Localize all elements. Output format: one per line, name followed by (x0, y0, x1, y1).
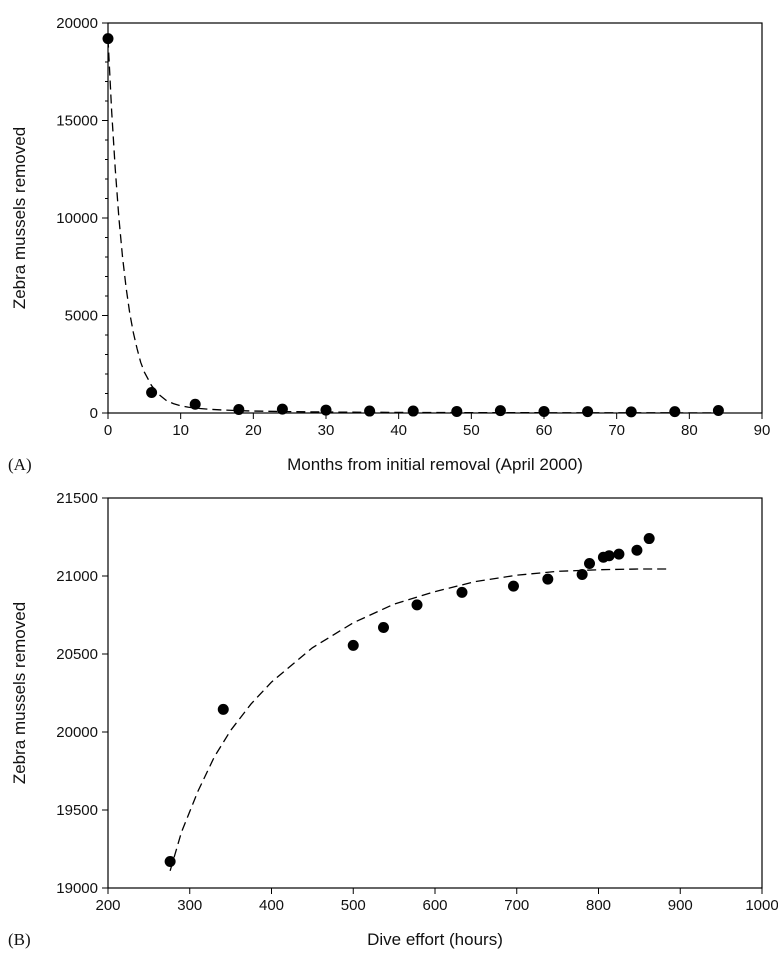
panel-b-data-point (217, 703, 229, 715)
panel-b-data-point (456, 586, 468, 598)
panel-b-y-tick-label: 20000 (56, 724, 98, 741)
panel-b-x-axis-label: Dive effort (hours) (367, 930, 503, 949)
panel-b-x-tick-label: 700 (504, 897, 529, 914)
panel-b-y-ticks: 19000 19500 20000 20500 21000 21500 (56, 490, 108, 897)
panel-a-x-tick-label: 80 (681, 422, 698, 439)
panel-b-x-tick-label: 600 (422, 897, 447, 914)
panel-a-x-tick-label: 10 (172, 422, 189, 439)
panel-a-data-point (364, 405, 376, 417)
panel-b-data-point (411, 599, 423, 611)
panel-a-label: (A) (8, 455, 32, 474)
panel-b-data-point (164, 855, 176, 867)
panel-a-plot-frame (107, 22, 763, 414)
panel-b-y-tick-label: 21000 (56, 568, 98, 585)
panel-a-x-tick-label: 50 (463, 422, 480, 439)
panel-a-y-tick-label: 5000 (65, 308, 98, 325)
panel-b-x-tick-label: 900 (668, 897, 693, 914)
panel-a-data-point (276, 403, 288, 415)
panel-a-fit-curve (107, 38, 719, 414)
panel-b: 200 300 400 500 600 700 800 900 1000 19000 19500 2… (8, 490, 778, 949)
panel-b-data-point (347, 639, 359, 651)
panel-a-data-point (407, 405, 419, 417)
panel-b-data-point (377, 621, 389, 633)
panel-b-x-tick-label: 200 (95, 897, 120, 914)
panel-a-data-point (320, 404, 332, 416)
panel-b-y-tick-label: 19500 (56, 802, 98, 819)
panel-a-x-tick-label: 40 (390, 422, 407, 439)
panel-b-x-tick-label: 500 (341, 897, 366, 914)
panel-a-data-point (669, 406, 681, 418)
panel-b-fit-curve (169, 568, 668, 872)
panel-a-x-tick-label: 30 (318, 422, 335, 439)
panel-a-data-point (494, 405, 506, 417)
panel-a-y-tick-label: 0 (90, 405, 98, 422)
panel-b-x-ticks: 200 300 400 500 600 700 800 900 1000 (95, 888, 778, 914)
panel-a-x-ticks: 0 10 20 30 40 50 60 70 80 90 (104, 413, 771, 439)
panel-a-data-point (582, 406, 594, 418)
panel-a-data-point (451, 405, 463, 417)
panel-b-x-tick-label: 800 (586, 897, 611, 914)
panel-a-y-tick-label: 15000 (56, 113, 98, 130)
panel-a-x-tick-label: 0 (104, 422, 112, 439)
panel-b-data-point (603, 550, 615, 562)
panel-a-y-axis-label: Zebra mussels removed (10, 127, 29, 309)
panel-a-y-ticks: 0 5000 10000 15000 20000 (56, 15, 108, 422)
panel-b-data-point (643, 533, 655, 545)
panel-b-data-point (542, 573, 554, 585)
panel-b-x-tick-label: 300 (177, 897, 202, 914)
panel-a-data-point (538, 405, 550, 417)
panel-b-data-point (631, 544, 643, 556)
panel-a-data-point (233, 403, 245, 415)
panel-b-x-tick-label: 1000 (745, 897, 778, 914)
panel-b-data-point (584, 558, 596, 570)
panel-a-data-point (102, 33, 114, 45)
panel-a-x-axis-label: Months from initial removal (April 2000) (287, 455, 583, 474)
panel-b-x-tick-label: 400 (259, 897, 284, 914)
panel-a: 0 10 20 30 40 50 60 70 80 90 0 5000 10000 15000 20000… (8, 15, 770, 474)
panel-b-data-point (507, 580, 519, 592)
panel-b-data-point (576, 568, 588, 580)
panel-a-data-points (102, 33, 724, 418)
panel-b-y-tick-label: 21500 (56, 490, 98, 507)
panel-a-data-point (189, 398, 201, 410)
panel-b-y-axis-label: Zebra mussels removed (10, 602, 29, 784)
panel-a-x-tick-label: 70 (608, 422, 625, 439)
panel-a-data-point (625, 406, 637, 418)
panel-b-data-point (613, 548, 625, 560)
panel-b-y-tick-label: 20500 (56, 646, 98, 663)
panel-a-y-tick-label: 10000 (56, 210, 98, 227)
panel-b-label: (B) (8, 930, 31, 949)
panel-a-x-tick-label: 20 (245, 422, 262, 439)
panel-a-x-tick-label: 90 (754, 422, 771, 439)
panel-b-data-points (164, 533, 655, 867)
panel-a-data-point (712, 404, 724, 416)
panel-a-minor-ticks (105, 42, 108, 394)
panel-a-y-tick-label: 20000 (56, 15, 98, 32)
panel-b-plot-frame (107, 497, 763, 889)
panel-b-y-tick-label: 19000 (56, 880, 98, 897)
panel-a-data-point (146, 387, 158, 399)
panel-a-x-tick-label: 60 (536, 422, 553, 439)
